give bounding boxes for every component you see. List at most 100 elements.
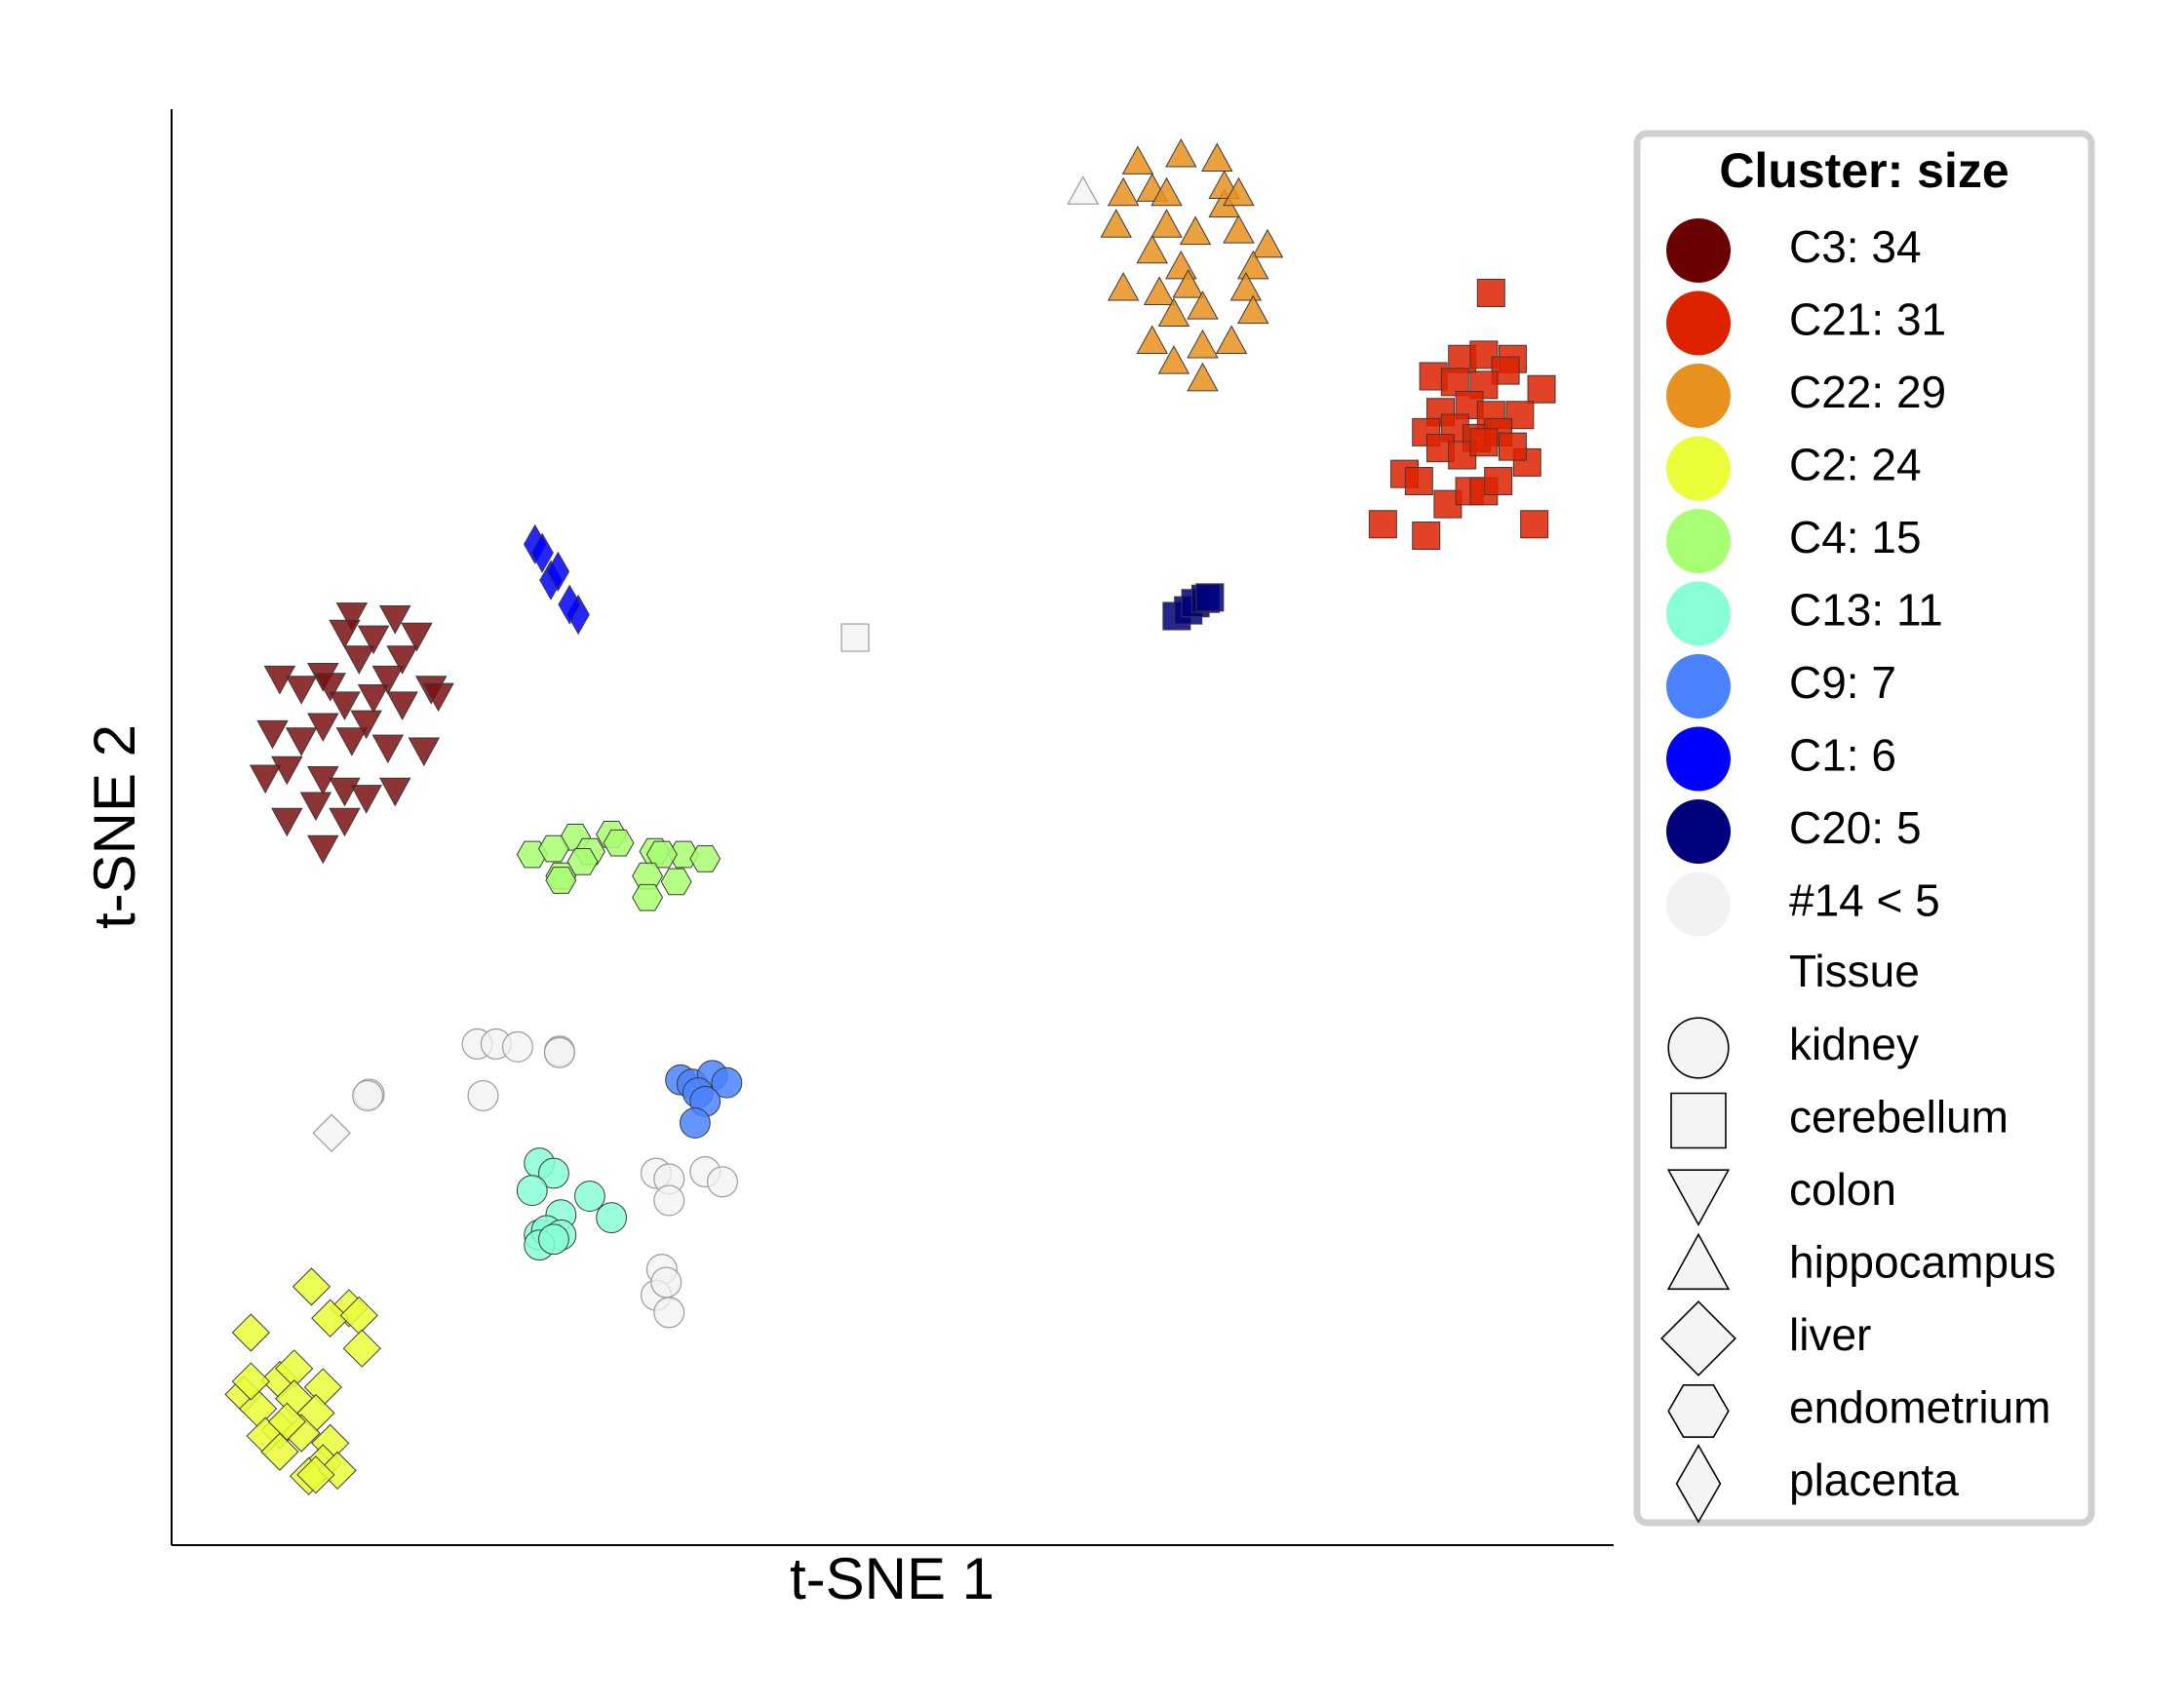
point-c3-triangle-down: [307, 834, 339, 865]
point-c3-triangle-down: [307, 713, 339, 743]
point-c3-triangle-down: [249, 764, 282, 794]
point-c21-square: [1484, 467, 1513, 496]
point-14-5-circle: [352, 1079, 384, 1111]
legend-hexagon-icon: [1667, 1384, 1730, 1438]
point-c21-square: [1433, 489, 1462, 519]
point-c3-triangle-down: [343, 645, 375, 675]
legend-swatch: [1666, 654, 1731, 718]
legend-tissue-label: colon: [1789, 1164, 1896, 1215]
point-c4-hexagon: [645, 840, 678, 869]
point-c3-triangle-down: [335, 727, 369, 756]
point-c22-triangle-up: [1237, 250, 1269, 280]
point-c3-triangle-down: [271, 756, 303, 786]
y-axis-label: t-SNE 2: [82, 724, 147, 929]
point-c3-triangle-down: [335, 602, 369, 632]
legend-diamond-icon: [1660, 1300, 1736, 1376]
legend-triangle-down-icon: [1666, 1169, 1731, 1226]
point-c3-triangle-down: [378, 605, 411, 635]
legend-tissue-label: endometrium: [1789, 1382, 2050, 1433]
point-c3-triangle-down: [386, 645, 418, 675]
point-c4-hexagon: [689, 845, 722, 872]
point-c3-triangle-down: [357, 625, 390, 655]
point-14-5-circle: [467, 1079, 499, 1111]
legend-title: Cluster: size: [1719, 143, 2008, 198]
legend-cluster-label: #14 < 5: [1789, 875, 1940, 926]
point-c22-triangle-up: [1179, 215, 1212, 246]
legend-tissue-label: cerebellum: [1789, 1092, 2008, 1143]
legend-tissue-label: hippocampus: [1789, 1237, 2056, 1288]
point-c3-triangle-down: [371, 734, 405, 764]
legend-cluster-label: C22: 29: [1789, 367, 1946, 417]
legend: Cluster: size C3: 34 C21: 31 C22: 29 C2: 24…: [1633, 130, 2095, 1527]
point-c22-triangle-up: [1157, 297, 1190, 328]
point-c22-triangle-up: [1136, 325, 1168, 355]
point-c3-triangle-down: [357, 684, 390, 714]
point-c3-triangle-down: [329, 807, 361, 837]
point-c22-triangle-up: [1229, 271, 1263, 301]
point-c3-triangle-down: [386, 691, 418, 720]
legend-tissue-entries: kidney cerebellum colon hippocampus liver end…: [1660, 1017, 2056, 1524]
point-c3-triangle-down: [285, 727, 318, 756]
point-c22-triangle-up: [1136, 234, 1168, 264]
point-c2-diamond: [292, 1267, 332, 1306]
point-c2-diamond: [260, 1432, 299, 1471]
point-c2-diamond: [342, 1329, 381, 1368]
point-c3-triangle-down: [263, 665, 296, 695]
point-c13-circle: [516, 1175, 548, 1207]
legend-cluster-label: C3: 34: [1789, 221, 1922, 272]
point-c22-triangle-up: [1165, 250, 1197, 280]
point-14-5-circle: [706, 1166, 738, 1198]
point-c22-triangle-up: [1157, 345, 1190, 374]
point-c3-triangle-down: [371, 665, 405, 695]
point-c22-triangle-up: [1201, 142, 1233, 172]
legend-cluster-label: C2: 24: [1789, 440, 1922, 490]
point-c3-triangle-down: [285, 676, 318, 705]
point-c22-triangle-up: [1165, 137, 1197, 168]
point-c22-triangle-up: [1121, 145, 1154, 174]
point-c3-triangle-down: [422, 682, 454, 713]
point-c22-triangle-up: [1223, 176, 1255, 207]
point-c3-triangle-down: [350, 710, 382, 740]
point-c3-triangle-down: [329, 691, 361, 720]
legend-thin-diamond-icon: [1675, 1444, 1722, 1524]
legend-swatch: [1666, 436, 1731, 501]
point-c22-triangle-up: [1237, 294, 1269, 325]
point-c21-square: [1527, 374, 1556, 404]
point-c22-triangle-up: [1223, 214, 1255, 244]
point-c21-square: [1368, 510, 1397, 539]
point-c22-triangle-up: [1187, 291, 1219, 320]
point-c3-triangle-down: [401, 622, 433, 652]
point-c2-diamond: [267, 1402, 306, 1441]
point-c3-triangle-down: [271, 807, 303, 837]
legend-cluster-entries: C3: 34 C21: 31 C22: 29 C2: 24 C4: 15 C13: 11 C…: [1666, 218, 1946, 937]
point-c3-triangle-down: [299, 792, 332, 822]
point-c3-triangle-down: [256, 719, 289, 750]
point-c1-thin-diamond: [546, 551, 570, 592]
point-14-5-square: [840, 623, 870, 652]
point-c22-triangle-up: [1100, 209, 1132, 238]
point-c21-square: [1476, 279, 1505, 308]
point-c3-triangle-down: [350, 785, 382, 814]
point-c1-thin-diamond: [558, 584, 581, 625]
legend-swatch: [1666, 364, 1731, 428]
legend-square-icon: [1670, 1092, 1727, 1149]
point-c2-diamond: [231, 1362, 270, 1401]
point-c22-triangle-up: [1187, 362, 1219, 392]
point-c3-triangle-down: [378, 777, 411, 807]
legend-cluster-label: C20: 5: [1789, 802, 1922, 853]
legend-tissue-label: placenta: [1789, 1454, 1959, 1505]
point-c4-hexagon: [603, 829, 635, 857]
point-c9-circle: [679, 1107, 711, 1139]
legend-swatch: [1666, 291, 1731, 356]
point-c22-triangle-up: [1150, 176, 1183, 207]
scatter-points: [224, 137, 1556, 1495]
legend-cluster-label: C21: 31: [1789, 294, 1946, 345]
point-c1-thin-diamond: [530, 532, 554, 573]
legend-swatch: [1666, 799, 1731, 864]
point-14-5-diamond: [312, 1113, 351, 1152]
legend-cluster-label: C9: 7: [1789, 657, 1896, 708]
legend-tissue-label: kidney: [1789, 1019, 1919, 1069]
point-c22-triangle-up: [1251, 228, 1284, 258]
point-c20-square: [1195, 583, 1225, 612]
